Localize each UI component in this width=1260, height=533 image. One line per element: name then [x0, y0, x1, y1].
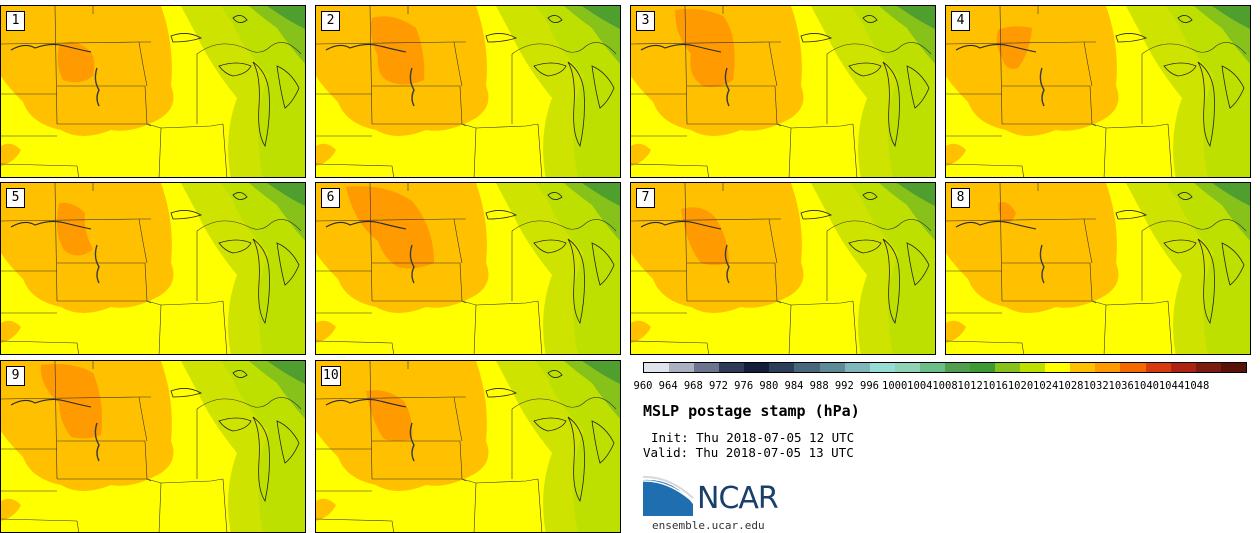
mslp-map-7: [631, 183, 935, 354]
colorbar-swatch: [1120, 363, 1146, 372]
colorbar-tick-label: 1016: [982, 380, 1008, 392]
colorbar-swatch: [769, 363, 795, 372]
colorbar-swatch: [995, 363, 1021, 372]
member-label: 8: [951, 188, 970, 208]
mslp-map-9: [1, 361, 305, 532]
ncar-logo-text: NCAR: [697, 481, 779, 516]
pressure-colorbar: [643, 362, 1247, 373]
colorbar-tick-label: 1048: [1184, 380, 1210, 392]
colorbar-tick-label: 1044: [1158, 380, 1185, 392]
member-panel-3: 3: [630, 5, 936, 178]
colorbar-tick-label: 1040: [1133, 380, 1159, 392]
colorbar-swatch: [1170, 363, 1196, 372]
mslp-map-3: [631, 6, 935, 177]
ncar-logo-icon: [643, 476, 694, 516]
mslp-map-6: [316, 183, 620, 354]
mslp-map-2: [316, 6, 620, 177]
member-panel-7: 7: [630, 182, 936, 355]
member-label: 4: [951, 11, 970, 31]
colorbar-tick-label: 1004: [907, 380, 933, 392]
colorbar-tick-labels: 960 964 968 972 976 980 984 988 992 996 1000 1004 10…: [633, 380, 1260, 394]
colorbar-swatch: [894, 363, 920, 372]
colorbar-tick-label: 1036: [1108, 380, 1134, 392]
colorbar-swatch: [1095, 363, 1121, 372]
colorbar-swatch: [844, 363, 870, 372]
member-label: 7: [636, 188, 655, 208]
colorbar-swatch: [869, 363, 895, 372]
init-time: Init: Thu 2018-07-05 12 UTC: [651, 430, 855, 445]
colorbar-tick-label: 1028: [1058, 380, 1084, 392]
member-label: 6: [321, 188, 340, 208]
colorbar-tick-label: 996: [860, 380, 879, 392]
member-label: 3: [636, 11, 655, 31]
colorbar-tick-label: 1008: [932, 380, 958, 392]
member-label: 9: [6, 366, 25, 386]
member-label: 10: [321, 366, 341, 386]
colorbar-swatch: [919, 363, 945, 372]
mslp-map-10: [316, 361, 620, 532]
colorbar-swatch: [1145, 363, 1171, 372]
colorbar-swatch: [1220, 363, 1246, 372]
colorbar-tick-label: 964: [658, 380, 678, 392]
mslp-map-1: [1, 6, 305, 177]
colorbar-tick-label: 968: [683, 380, 703, 392]
colorbar-swatch: [794, 363, 820, 372]
valid-time: Valid: Thu 2018-07-05 13 UTC: [643, 445, 854, 460]
member-panel-5: 5: [0, 182, 306, 355]
colorbar-tick-label: 1024: [1033, 380, 1059, 392]
colorbar-swatch: [694, 363, 720, 372]
colorbar-tick-label: 992: [834, 380, 854, 392]
mslp-map-5: [1, 183, 305, 354]
colorbar-tick-label: 984: [784, 380, 804, 392]
member-panel-8: 8: [945, 182, 1251, 355]
colorbar-tick-label: 988: [809, 380, 829, 392]
colorbar-tick-label: 1032: [1083, 380, 1109, 392]
colorbar-swatch: [644, 363, 670, 372]
colorbar-swatch: [944, 363, 971, 372]
member-panel-10: 10: [315, 360, 621, 533]
mslp-map-8: [946, 183, 1250, 354]
colorbar-tick-label: 1000: [882, 380, 908, 392]
colorbar-tick-label: 1020: [1007, 380, 1034, 392]
colorbar-swatch: [1020, 363, 1046, 372]
colorbar-swatch: [719, 363, 745, 372]
colorbar-swatch: [1045, 363, 1071, 372]
colorbar-tick-label: 976: [734, 380, 754, 392]
colorbar-swatch: [744, 363, 770, 372]
colorbar-swatch: [669, 363, 695, 372]
member-panel-6: 6: [315, 182, 621, 355]
colorbar-swatch: [1070, 363, 1096, 372]
plot-title: MSLP postage stamp (hPa): [643, 402, 860, 420]
colorbar-tick-label: 960: [633, 380, 653, 392]
site-url: ensemble.ucar.edu: [652, 519, 765, 532]
member-label: 1: [6, 11, 25, 31]
colorbar-swatch: [1195, 363, 1221, 372]
colorbar-swatch: [970, 363, 996, 372]
member-panel-1: 1: [0, 5, 306, 178]
member-label: 2: [321, 11, 340, 31]
colorbar-tick-label: 972: [709, 380, 728, 392]
colorbar-tick-label: 980: [759, 380, 779, 392]
colorbar-tick-label: 1012: [957, 380, 983, 392]
member-panel-4: 4: [945, 5, 1251, 178]
member-panel-2: 2: [315, 5, 621, 178]
mslp-map-4: [946, 6, 1250, 177]
colorbar-swatch: [819, 363, 845, 372]
member-panel-9: 9: [0, 360, 306, 533]
member-label: 5: [6, 188, 25, 208]
